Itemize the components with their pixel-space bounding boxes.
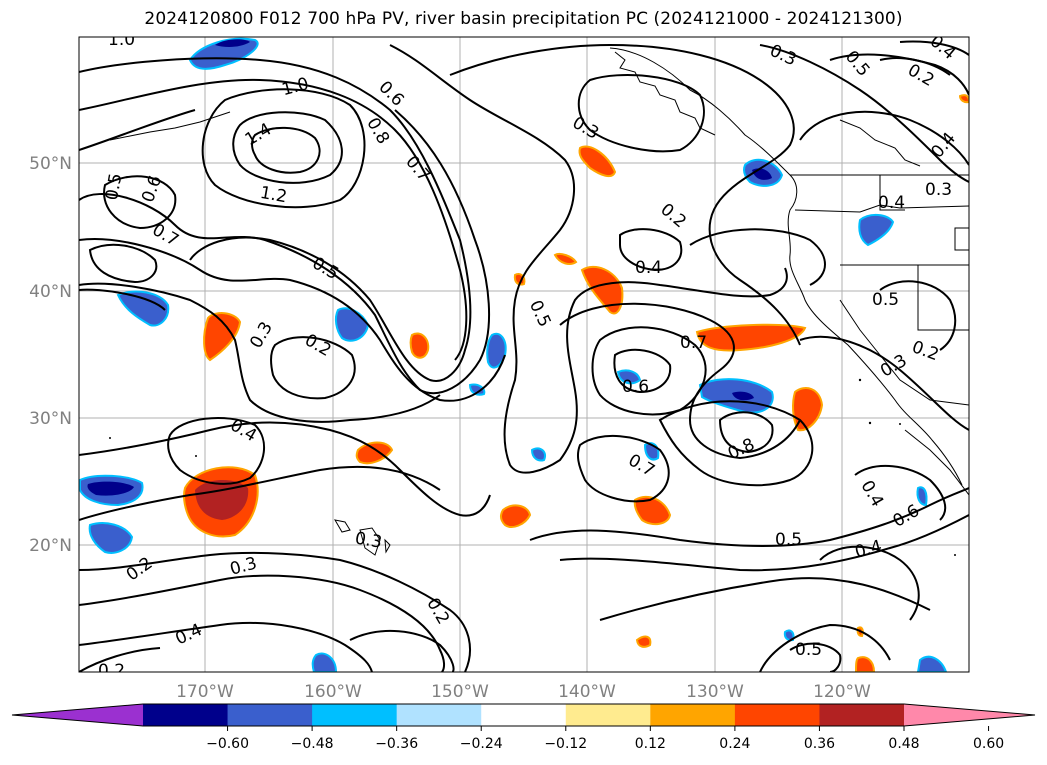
contour-label: 0.3 <box>353 528 383 552</box>
contour-label: 0.7 <box>680 333 707 353</box>
lat-label: 50°N <box>29 154 72 174</box>
colorbar-segment <box>227 704 313 726</box>
colorbar-outline <box>11 703 1036 727</box>
contour-label: 0.5 <box>102 172 126 202</box>
contour-label: 0.6 <box>622 377 649 397</box>
contour-label: 0.5 <box>872 290 899 310</box>
map-area <box>79 37 969 672</box>
lat-label: 30°N <box>29 409 72 429</box>
colorbar-tick-label: −0.48 <box>291 736 334 752</box>
colorbar-tick-label: −0.12 <box>544 736 587 752</box>
colorbar-segment <box>481 704 567 726</box>
colorbar-tick-label: 0.12 <box>635 736 666 752</box>
lon-label: 160°W <box>304 682 362 702</box>
contour-label: 0.5 <box>775 530 802 550</box>
colorbar-segment <box>734 704 820 726</box>
colorbar-tick-label: −0.60 <box>206 736 249 752</box>
latitude-labels: 50°N 40°N 30°N 20°N <box>29 154 72 556</box>
contour-label: 0.4 <box>878 193 905 213</box>
lat-label: 20°N <box>29 536 72 556</box>
map-frame <box>78 36 970 673</box>
colorbar-tick-label: 0.36 <box>804 736 835 752</box>
colorbar-tick-label: −0.24 <box>460 736 503 752</box>
longitude-labels: 170°W 160°W 150°W 140°W 130°W 120°W <box>176 682 871 702</box>
colorbar-segment <box>143 704 229 726</box>
colorbar-segment <box>396 704 482 726</box>
island-marks <box>109 378 956 556</box>
contour-label: 0.5 <box>795 640 822 660</box>
colorbar-segment <box>819 704 905 726</box>
lon-label: 170°W <box>176 682 234 702</box>
contour-label: 0.3 <box>925 180 952 200</box>
negative-anomaly-fills <box>79 37 948 672</box>
contour-label: 0.2 <box>98 661 125 681</box>
gridlines <box>79 37 969 672</box>
colorbar-extend-low <box>12 704 143 726</box>
colorbar-tick-label: 0.48 <box>888 736 919 752</box>
map-title: 2024120800 F012 700 hPa PV, river basin … <box>144 9 903 29</box>
colorbar-segment <box>312 704 398 726</box>
colorbar-segment <box>565 704 651 726</box>
colorbar-tick-label: −0.36 <box>375 736 418 752</box>
contour-label: 1.2 <box>258 183 288 207</box>
lat-label: 40°N <box>29 282 72 302</box>
positive-anomaly-fills <box>183 94 969 672</box>
contour-label: 1.0 <box>108 30 135 50</box>
colorbar-segment <box>650 704 736 726</box>
pv-contours <box>79 40 969 672</box>
coastlines <box>109 47 969 556</box>
colorbar: −0.60 −0.48 −0.36 −0.24 −0.12 0.12 0.24 0.36 0.4… <box>11 703 1036 752</box>
lon-label: 130°W <box>686 682 744 702</box>
colorbar-tick-label: 0.60 <box>973 736 1004 752</box>
colorbar-extend-high <box>904 704 1035 726</box>
lon-label: 120°W <box>813 682 871 702</box>
lon-label: 140°W <box>558 682 616 702</box>
contour-label: 0.4 <box>635 258 662 278</box>
lon-label: 150°W <box>431 682 489 702</box>
colorbar-tick-label: 0.24 <box>719 736 750 752</box>
